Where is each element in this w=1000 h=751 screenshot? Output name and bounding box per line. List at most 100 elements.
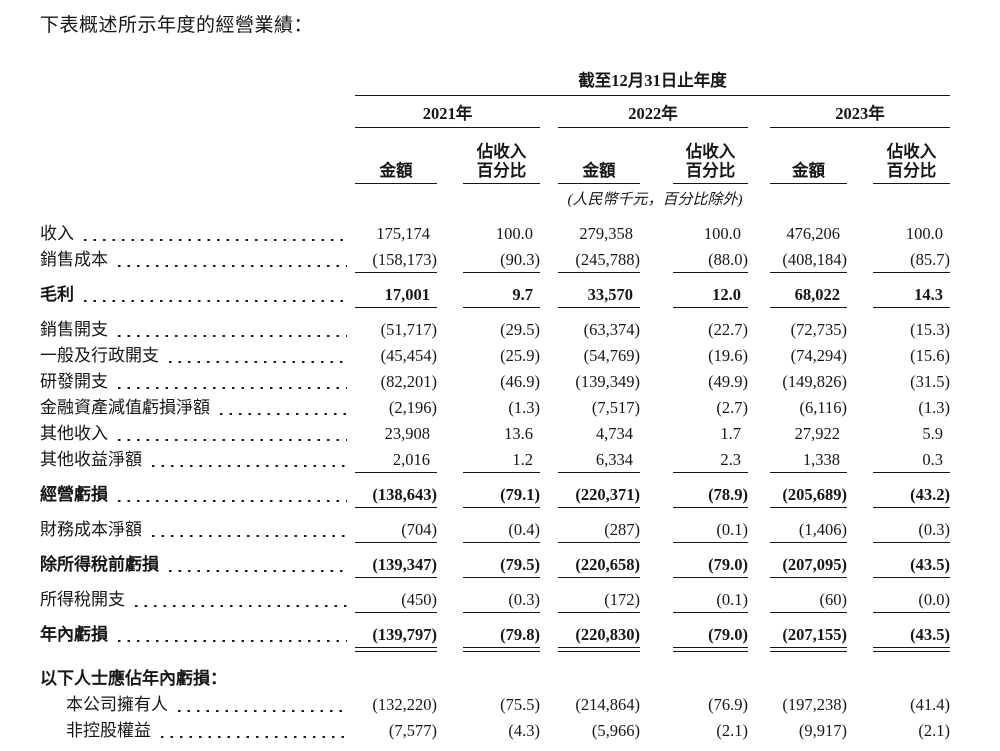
table-row: 毛利 17,001 9.7 33,570 12.0 68,022 14.3 — [40, 282, 952, 312]
value-cell: 279,358 — [579, 224, 633, 243]
value-cell: (63,374) — [583, 320, 640, 339]
amount-column-header: 金額 — [558, 130, 640, 184]
value-cell: (4.3) — [508, 721, 540, 740]
value-cell: (49.9) — [708, 372, 748, 391]
dot-leader — [118, 499, 347, 502]
year-header-row: 2021年 2022年 2023年 — [40, 96, 952, 128]
row-label-cell: 其他收益淨額 — [40, 447, 355, 473]
currency-unit-note: (人民幣千元，百分比除外) — [567, 192, 743, 208]
value-cell: (220,830) — [558, 622, 640, 652]
row-label-cell: 銷售開支 — [40, 317, 355, 343]
table-row: 年內虧損 (139,797) (79.8) (220,830) (79.0) (207,1… — [40, 622, 952, 652]
row-label: 其他收入 — [40, 424, 108, 443]
value-cell: (9,917) — [798, 721, 847, 740]
value-cell: (74,294) — [790, 346, 847, 365]
dot-leader — [152, 534, 347, 537]
value-cell: 2.3 — [673, 447, 748, 473]
value-cell: (43.2) — [873, 482, 950, 508]
row-label-cell: 研發開支 — [40, 369, 355, 395]
value-cell: (138,643) — [355, 482, 437, 508]
dot-leader — [169, 569, 347, 572]
value-cell: (51,717) — [380, 320, 437, 339]
financial-results-table: 截至12月31日止年度 2021年 2022年 2023年 金額 佔收入 百分比金… — [40, 67, 952, 744]
value-cell: (31.5) — [910, 372, 950, 391]
row-label-cell: 金融資產減值虧損淨額 — [40, 395, 355, 421]
row-label: 財務成本淨額 — [40, 520, 142, 539]
value-cell: 68,022 — [770, 282, 847, 308]
value-cell: (408,184) — [770, 247, 847, 273]
row-label-cell: 所得稅開支 — [40, 587, 355, 613]
value-cell: (82,201) — [380, 372, 437, 391]
value-cell: 476,206 — [786, 224, 840, 243]
value-cell: 27,922 — [794, 424, 840, 443]
value-cell: (0.3) — [463, 587, 540, 613]
row-label-cell: 經營虧損 — [40, 482, 355, 508]
row-label: 以下人士應佔年內虧損： — [40, 669, 227, 688]
pct-of-revenue-column-header: 佔收入 百分比 — [463, 130, 540, 184]
value-cell: 100.0 — [495, 224, 533, 243]
dot-leader — [84, 299, 347, 302]
value-cell: (72,735) — [790, 320, 847, 339]
row-label: 一般及行政開支 — [40, 346, 159, 365]
value-cell: (207,095) — [770, 552, 847, 578]
value-cell: (139,347) — [355, 552, 437, 578]
value-cell: 175,174 — [376, 224, 430, 243]
dot-leader — [118, 438, 347, 441]
table-row: 本公司擁有人 (132,220) (75.5) (214,864) (76.9) (197… — [40, 692, 952, 718]
row-label-cell: 本公司擁有人 — [40, 692, 355, 718]
row-label: 研發開支 — [40, 372, 108, 391]
value-cell: (1.3) — [508, 398, 540, 417]
value-cell: (139,797) — [355, 622, 437, 652]
column-header-row: 金額 佔收入 百分比 金額 佔收入 百分比 金額 佔收入 百分比 — [40, 130, 952, 184]
value-cell: 33,570 — [558, 282, 640, 308]
value-cell: (197,238) — [782, 695, 847, 714]
page-content: 下表概述所示年度的經營業績： 截至12月31日止年度 2021年 2022年 2… — [40, 10, 952, 744]
page-title: 下表概述所示年度的經營業績： — [40, 15, 314, 36]
row-label: 銷售成本 — [40, 250, 108, 269]
value-cell: (0.1) — [673, 587, 748, 613]
dot-leader — [169, 360, 347, 363]
value-cell: (41.4) — [910, 695, 950, 714]
value-cell: (79.8) — [463, 622, 540, 652]
row-label: 所得稅開支 — [40, 590, 125, 609]
value-cell: (205,689) — [770, 482, 847, 508]
value-cell: (2,196) — [388, 398, 437, 417]
value-cell: (78.9) — [673, 482, 748, 508]
table-row: 收入 175,174 100.0 279,358 100.0 476,206 100.0 — [40, 221, 952, 247]
value-cell: 2,016 — [355, 447, 437, 473]
dot-leader — [118, 264, 347, 267]
value-cell: (0.4) — [463, 517, 540, 543]
value-cell: 4,734 — [595, 424, 633, 443]
value-cell: 13.6 — [504, 424, 533, 443]
table-row: 研發開支 (82,201) (46.9) (139,349) (49.9) (149,82… — [40, 369, 952, 395]
row-label-cell: 其他收入 — [40, 421, 355, 447]
year-header-2021: 2021年 — [355, 96, 540, 128]
row-label-cell: 年內虧損 — [40, 622, 355, 648]
value-cell: (43.5) — [873, 622, 950, 652]
value-cell: (2.1) — [918, 721, 950, 740]
value-cell: (7,517) — [591, 398, 640, 417]
value-cell: (704) — [355, 517, 437, 543]
value-cell: (43.5) — [873, 552, 950, 578]
value-cell: (46.9) — [500, 372, 540, 391]
value-cell: (172) — [558, 587, 640, 613]
value-cell: (287) — [558, 517, 640, 543]
table-body: 收入 175,174 100.0 279,358 100.0 476,206 100.0 銷售… — [40, 221, 952, 744]
year-header-2023: 2023年 — [770, 96, 950, 128]
value-cell: 0.3 — [873, 447, 950, 473]
pct-of-revenue-column-header: 佔收入 百分比 — [873, 130, 950, 184]
table-row: 一般及行政開支 (45,454) (25.9) (54,769) (19.6) (74,2… — [40, 343, 952, 369]
value-cell: 5.9 — [922, 424, 943, 443]
table-row: 非控股權益 (7,577) (4.3) (5,966) (2.1) (9,917) (2.1… — [40, 718, 952, 744]
dot-leader — [118, 334, 347, 337]
value-cell: (0.3) — [873, 517, 950, 543]
table-row: 財務成本淨額 (704) (0.4) (287) (0.1) (1,406) (0.3) — [40, 517, 952, 547]
row-label-cell: 毛利 — [40, 282, 355, 308]
value-cell: (132,220) — [372, 695, 437, 714]
value-cell: (220,658) — [558, 552, 640, 578]
value-cell: (2.1) — [716, 721, 748, 740]
table-row: 其他收益淨額 2,016 1.2 6,334 2.3 1,338 0.3 — [40, 447, 952, 477]
value-cell: (214,864) — [575, 695, 640, 714]
value-cell: (88.0) — [673, 247, 748, 273]
